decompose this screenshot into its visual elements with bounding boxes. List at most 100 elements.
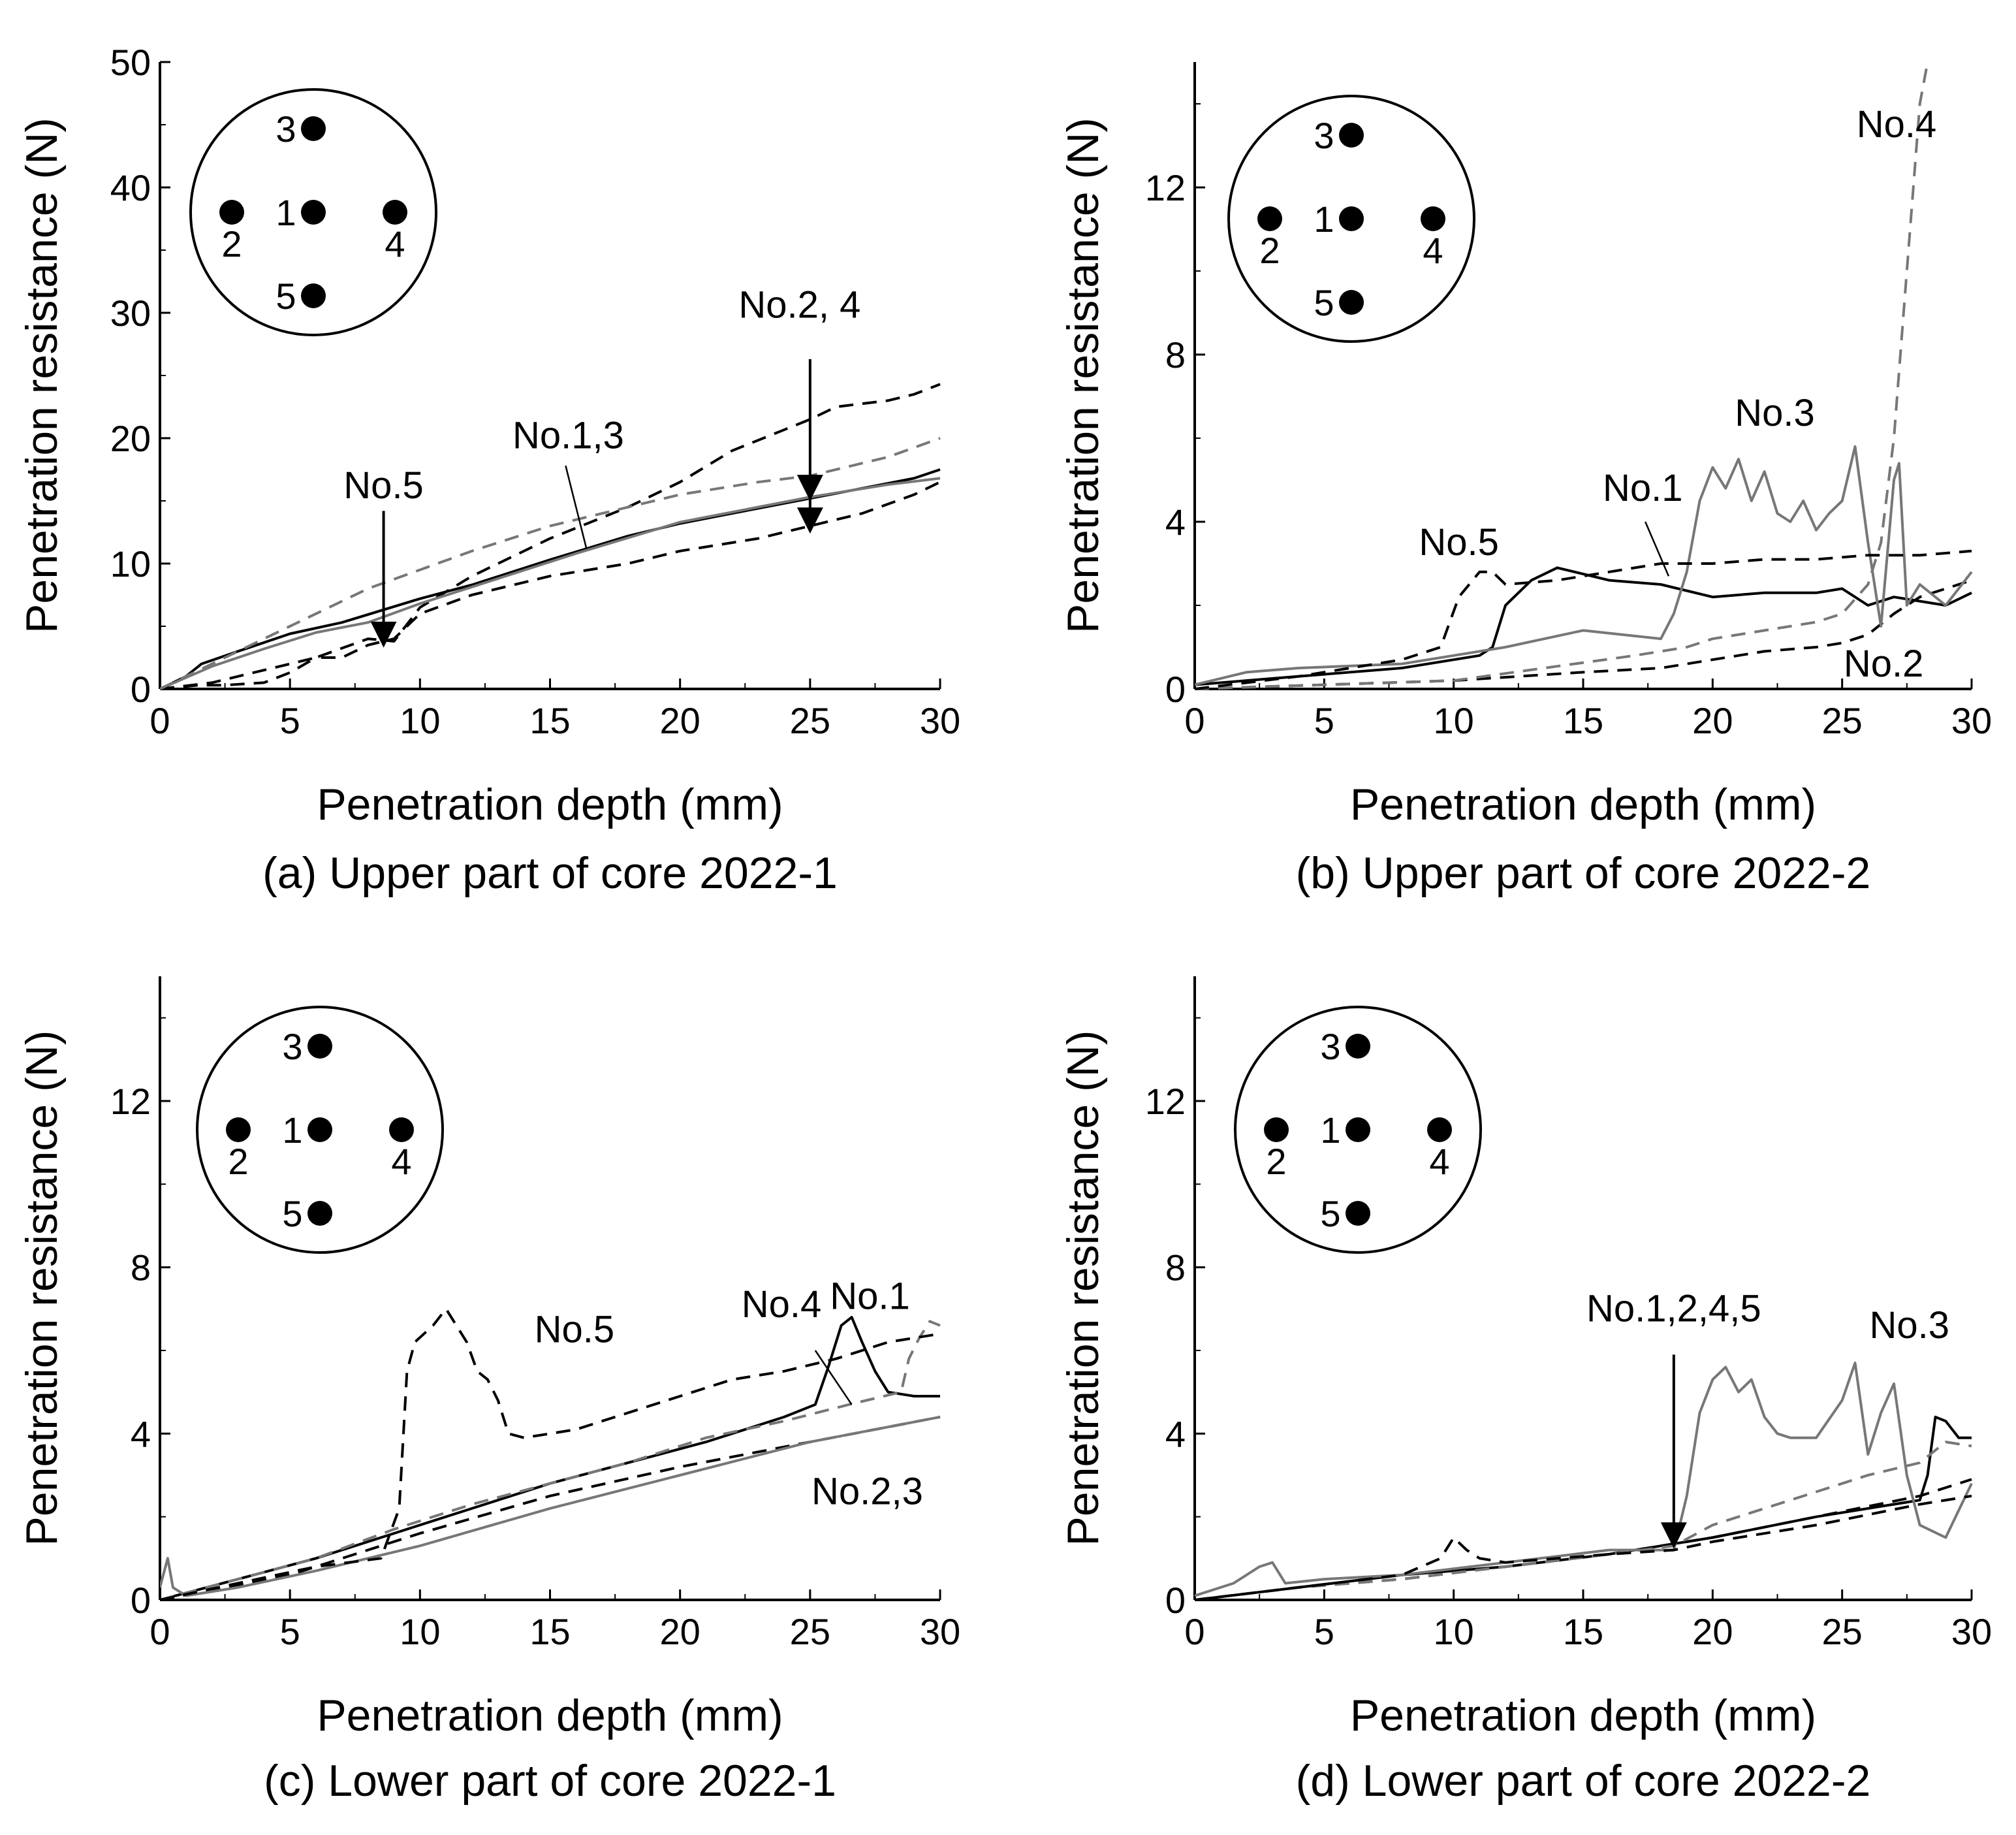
x-axis-label: Penetration depth (mm) (1350, 1691, 1816, 1740)
y-tick-label: 12 (1145, 1081, 1186, 1122)
series-group (160, 383, 941, 690)
panel-caption: (d) Lower part of core 2022-2 (1296, 1756, 1871, 1806)
sample-position-dot (307, 1201, 332, 1226)
sample-position-inset: 12 3 4 5 (1227, 95, 1475, 343)
panel-caption: (b) Upper part of core 2022-2 (1296, 848, 1871, 898)
x-tick-label: 10 (1434, 700, 1474, 741)
sample-position-dot (389, 1117, 414, 1142)
sample-position-label: 3 (282, 1026, 302, 1067)
y-tick-label: 50 (110, 42, 151, 83)
sample-position-dot (1346, 1117, 1370, 1142)
sample-position-dot (301, 200, 326, 225)
x-tick-label: 25 (790, 700, 830, 741)
y-tick-label: 40 (110, 167, 151, 208)
annotation-label: No.5 (343, 464, 424, 507)
x-tick-label: 15 (1563, 700, 1603, 741)
x-tick-label: 10 (400, 700, 440, 741)
x-tick-label: 10 (1434, 1611, 1474, 1652)
y-tick-label: 8 (1165, 1247, 1186, 1288)
annotation-label: No.1,2,4,5 (1586, 1287, 1761, 1330)
series-group (160, 1307, 941, 1601)
y-tick-label: 4 (1165, 502, 1186, 543)
y-axis-label: Penetration resistance (N) (17, 118, 67, 633)
series-group (1195, 61, 1973, 690)
sample-position-dot (1421, 206, 1445, 231)
sample-position-dot (307, 1117, 332, 1142)
x-tick-label: 25 (1822, 1611, 1863, 1652)
x-tick-label: 5 (280, 700, 300, 741)
sample-position-label: 2 (1266, 1141, 1286, 1182)
y-tick-label: 8 (131, 1247, 151, 1288)
series-line-no5 (160, 1307, 941, 1601)
x-tick-label: 5 (1314, 1611, 1334, 1652)
sample-position-label: 1 (282, 1109, 302, 1151)
sample-position-label: 5 (1314, 282, 1334, 323)
sample-position-label: 1 (1320, 1109, 1340, 1151)
y-tick-label: 8 (1165, 334, 1186, 375)
x-tick-label: 20 (660, 1611, 701, 1652)
sample-position-inset: 12 3 4 5 (196, 1006, 444, 1254)
y-axis-label: Penetration resistance (N) (1058, 118, 1108, 633)
sample-position-label: 4 (1423, 230, 1443, 271)
y-tick-label: 12 (1145, 167, 1186, 208)
x-tick-label: 25 (1822, 700, 1863, 741)
y-tick-label: 30 (110, 293, 151, 334)
y-tick-label: 20 (110, 418, 151, 459)
annotation-label: No.1,3 (512, 414, 624, 456)
core-outline (1227, 95, 1475, 343)
x-tick-label: 20 (1692, 1611, 1733, 1652)
sample-position-dot (1339, 206, 1364, 231)
annotation-label: No.2,3 (811, 1471, 923, 1513)
annotation-label: No.4 (1857, 103, 1937, 146)
x-tick-label: 15 (1563, 1611, 1603, 1652)
series-line-no1 (1195, 566, 1972, 686)
annotation-label: No.2, 4 (738, 284, 860, 327)
x-axis-label: Penetration depth (mm) (317, 1691, 783, 1740)
series-line-no1 (160, 468, 941, 690)
annotation-label: No.3 (1735, 392, 1815, 434)
y-tick-label: 4 (1165, 1413, 1186, 1454)
sample-position-label: 4 (1429, 1141, 1449, 1182)
y-tick-label: 0 (131, 1580, 151, 1621)
x-tick-label: 0 (1184, 1611, 1205, 1652)
core-outline (196, 1006, 444, 1254)
annotation-label: No.1 (830, 1275, 910, 1317)
sample-position-label: 2 (221, 223, 242, 264)
series-line-no1 (160, 1316, 940, 1601)
leader-line (1645, 521, 1670, 577)
x-tick-label: 5 (280, 1611, 300, 1652)
sample-position-label: 4 (391, 1141, 411, 1182)
sample-position-label: 3 (1320, 1026, 1340, 1067)
sample-position-label: 5 (282, 1193, 302, 1234)
sample-position-dot (1339, 123, 1364, 148)
sample-position-dot (1346, 1201, 1370, 1226)
x-axis-label: Penetration depth (mm) (1350, 780, 1816, 829)
x-tick-label: 15 (529, 1611, 570, 1652)
series-line-no4 (1195, 1441, 1972, 1601)
sample-position-dot (1339, 290, 1364, 315)
sample-position-dot (1264, 1117, 1289, 1142)
annotation-label: No.5 (1419, 521, 1499, 564)
sample-position-label: 5 (1320, 1193, 1340, 1234)
panel-caption: (a) Upper part of core 2022-1 (262, 848, 838, 898)
series-line-no3 (160, 1415, 941, 1597)
series-line-no3 (1195, 445, 1973, 686)
x-tick-label: 30 (1951, 1611, 1992, 1652)
series-line-no4 (160, 1320, 941, 1601)
annotation-label: No.4 (742, 1283, 822, 1326)
x-tick-label: 20 (660, 700, 701, 741)
series-line-no5 (1195, 1494, 1972, 1601)
x-tick-label: 10 (400, 1611, 440, 1652)
series-line-no4 (160, 481, 941, 690)
x-tick-label: 0 (150, 700, 170, 741)
sample-position-label: 1 (1314, 199, 1334, 240)
x-tick-label: 15 (529, 700, 570, 741)
sample-position-dot (1257, 206, 1282, 231)
sample-position-label: 1 (276, 192, 296, 233)
sample-position-dot (301, 283, 326, 308)
y-tick-label: 0 (131, 669, 151, 710)
x-tick-label: 30 (920, 1611, 960, 1652)
sample-position-label: 2 (1259, 230, 1280, 271)
